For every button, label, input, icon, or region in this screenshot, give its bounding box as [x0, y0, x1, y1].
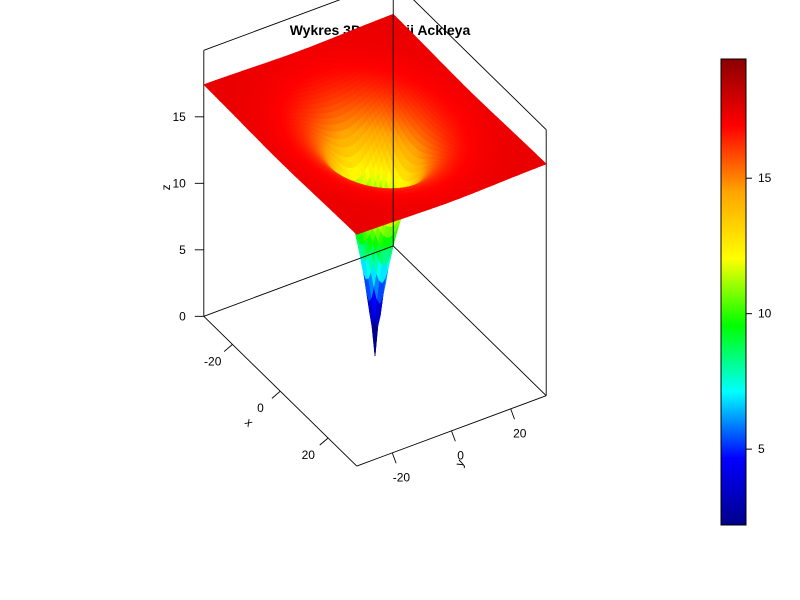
box-edge: [413, 0, 547, 131]
z-axis-label: z: [159, 184, 173, 190]
y-axis-tick-label: 20: [513, 426, 527, 440]
x-axis-tick-label: 20: [302, 448, 316, 462]
y-axis-tick-label: -20: [393, 470, 411, 484]
z-axis-tick-label: 15: [172, 110, 186, 124]
y-axis-tick: [451, 430, 456, 442]
box-edge: [392, 245, 547, 397]
surface-patch: [353, 230, 361, 235]
box-edge: [203, 245, 394, 317]
box-edge: [203, 0, 341, 51]
surface: [203, 13, 547, 357]
z-axis-tick-label: 0: [179, 309, 186, 323]
colorbar-tick-label: 15: [758, 171, 772, 185]
y-axis-tick: [391, 452, 397, 464]
y-axis-tick-label: 0: [457, 448, 464, 462]
colorbar: 5 10 15: [720, 58, 772, 526]
x-axis-tick: [223, 344, 233, 352]
z-axis-tick-label: 5: [179, 243, 186, 257]
x-axis-label: x: [242, 415, 256, 429]
x-axis-tick: [271, 390, 281, 399]
x-axis-tick-label: 0: [257, 401, 264, 415]
x-axis-tick-label: -20: [204, 354, 222, 368]
x-axis-tick: [319, 437, 329, 446]
y-axis-tick: [510, 408, 515, 420]
z-axis-tick-label: 10: [172, 176, 186, 190]
colorbar-tick-label: 10: [758, 307, 772, 321]
axes: -20 0 20 -20 0 20 0 5 10 15 x y z: [159, 110, 527, 485]
y-axis-label: y: [452, 457, 467, 469]
colorbar-tick-label: 5: [758, 442, 765, 456]
colorbar-ramp: [720, 58, 747, 526]
